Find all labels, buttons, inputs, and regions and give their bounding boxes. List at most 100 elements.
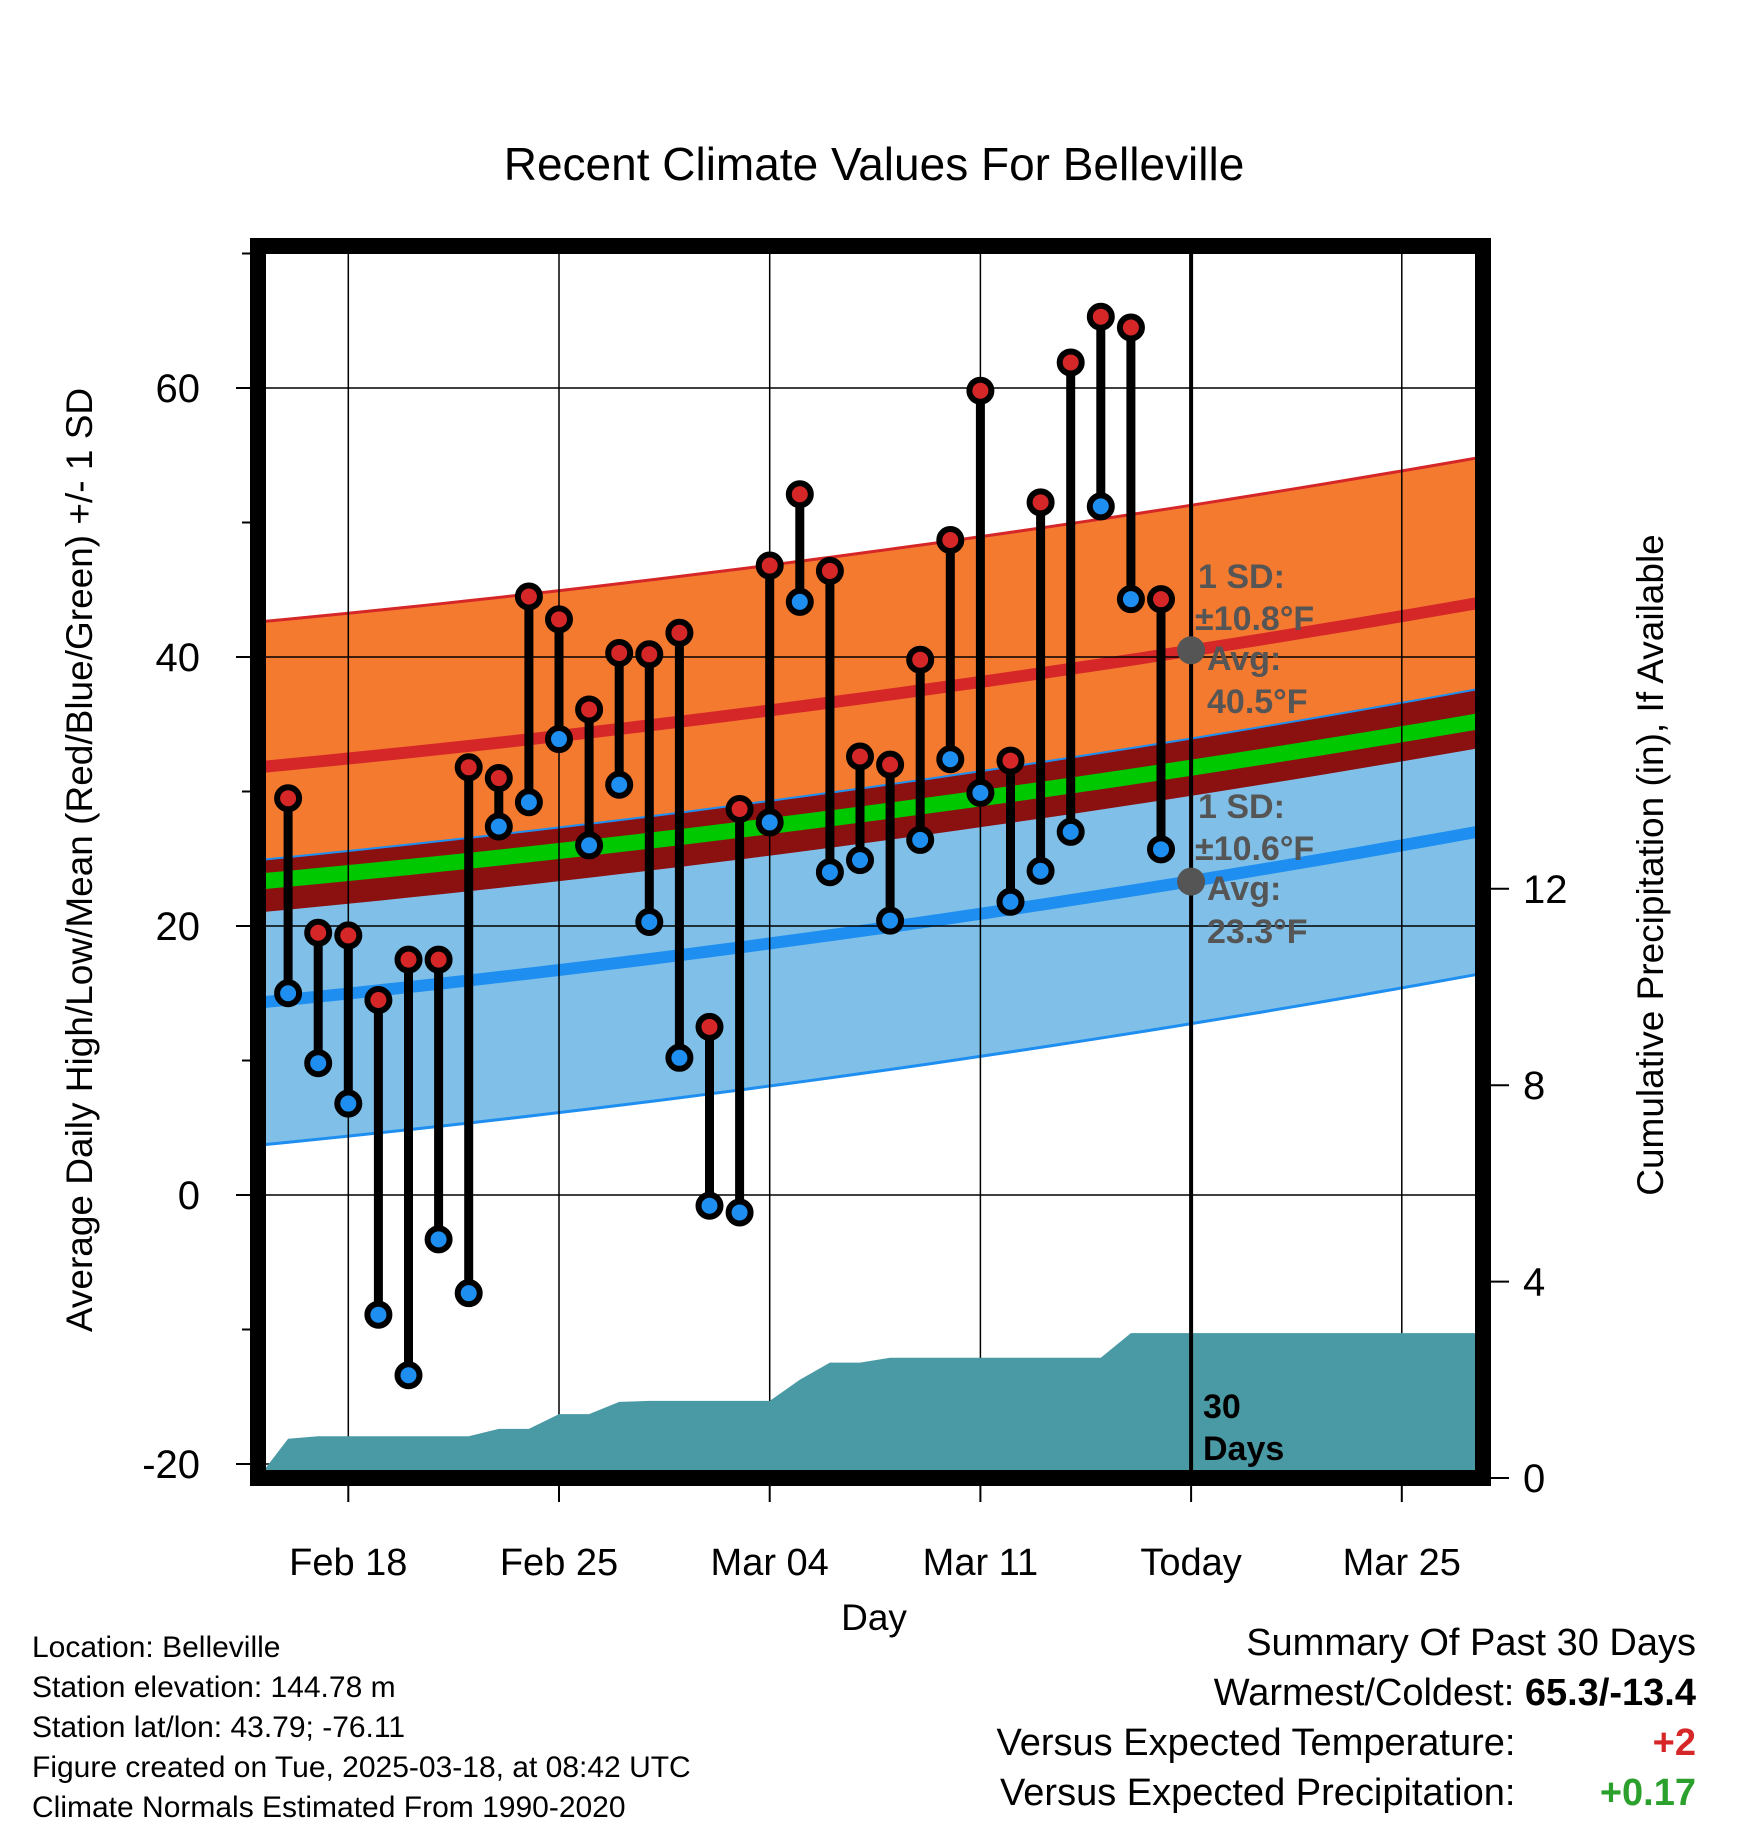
x-tick-label: Feb 18: [289, 1542, 407, 1584]
summary-title: Summary Of Past 30 Days: [1246, 1622, 1696, 1664]
day-low-dot: [966, 778, 995, 807]
day-low-dot: [334, 1089, 363, 1118]
info-latlon: Station lat/lon: 43.79; -76.11: [32, 1711, 406, 1744]
summary-temp-row: Versus Expected Temperature: +2: [997, 1718, 1696, 1768]
summary-warm-value: 65.3/-13.4: [1524, 1672, 1696, 1714]
summary-warm-label: Warmest/Coldest:: [1213, 1672, 1515, 1714]
day-high-dot: [274, 784, 303, 813]
day-high-dot: [635, 640, 664, 669]
day-low-dot: [755, 808, 784, 837]
day-low-dot: [1086, 492, 1115, 521]
day-high-dot: [364, 985, 393, 1014]
day-low-dot: [665, 1043, 694, 1072]
day-low-dot: [846, 846, 874, 875]
annotations: 1 SD: ±10.8°F Avg: 40.5°F 1 SD: ±10.6°F …: [1195, 558, 1314, 1468]
day-high-dot: [454, 753, 483, 782]
day-high-dot: [725, 794, 754, 823]
day-low-dot: [575, 831, 604, 860]
today-low-avg-dot: [1177, 867, 1206, 896]
day-low-dot: [906, 825, 935, 854]
day-low-dot: [1026, 856, 1055, 885]
y-tick-label: 40: [156, 636, 201, 680]
day-low-dot: [785, 587, 814, 616]
day-high-dot: [1086, 302, 1115, 331]
summary-precip-row: Versus Expected Precipitation: +0.17: [997, 1768, 1696, 1818]
day-high-dot: [815, 556, 844, 585]
day-high-dot: [846, 742, 874, 771]
day-low-dot: [1147, 835, 1175, 864]
day-high-dot: [484, 764, 513, 793]
day-high-dot: [876, 750, 905, 779]
high-sd-value: ±10.8°F: [1195, 600, 1314, 638]
high-sd-band: [258, 457, 1478, 913]
day-low-dot: [484, 812, 513, 841]
y2-tick-label: 4: [1523, 1261, 1545, 1305]
summary-temp-label: Versus Expected Temperature:: [996, 1722, 1516, 1764]
y-tick-label: 0: [178, 1174, 200, 1218]
day-high-dot: [695, 1012, 724, 1041]
station-info: Location: Belleville Station elevation: …: [32, 1628, 691, 1828]
summary-panel: Summary Of Past 30 Days Warmest/Coldest:…: [997, 1618, 1696, 1818]
day-low-dot: [304, 1049, 333, 1078]
x-tick-label: Mar 11: [923, 1542, 1038, 1584]
day-high-dot: [966, 376, 995, 405]
x-axis-label: Day: [841, 1597, 907, 1638]
day-low-dot: [1116, 585, 1145, 614]
y-axis-ticks: 60 40 20 0 -20: [142, 252, 250, 1487]
x-tick-label: Mar 04: [711, 1542, 829, 1584]
day-high-dot: [575, 695, 604, 724]
low-avg-label: Avg:: [1207, 870, 1281, 908]
day-high-dot: [605, 638, 634, 667]
day-low-dot: [936, 745, 965, 774]
day-high-dot: [514, 582, 543, 611]
day-low-dot: [454, 1279, 483, 1308]
days-count: 30: [1203, 1388, 1241, 1426]
chart-title: Recent Climate Values For Belleville: [504, 138, 1245, 190]
y2-tick-label: 12: [1523, 868, 1568, 912]
info-elevation: Station elevation: 144.78 m: [32, 1671, 396, 1704]
day-low-dot: [424, 1225, 453, 1254]
day-low-dot: [695, 1191, 724, 1220]
day-low-dot: [274, 979, 303, 1008]
x-tick-label: Today: [1140, 1542, 1241, 1584]
day-low-dot: [364, 1300, 393, 1329]
x-tick-label: Feb 25: [500, 1542, 618, 1584]
high-avg-label: Avg:: [1207, 640, 1281, 678]
today-high-avg-dot: [1177, 636, 1206, 665]
low-sd-lower-line: [257, 972, 1478, 1147]
low-sd-label: 1 SD:: [1198, 788, 1285, 826]
day-high-dot: [936, 525, 965, 554]
plot-frame: [250, 238, 1491, 1486]
low-avg-value: 23.3°F: [1207, 913, 1308, 951]
y2-axis-ticks: 12 8 4 0: [1491, 868, 1568, 1501]
x-axis-ticks: Feb 18 Feb 25 Mar 04 Mar 11 Today Mar 25: [289, 1486, 1461, 1584]
day-low-dot: [725, 1198, 754, 1227]
y2-axis-label: Cumulative Precipitation (in), If Availa…: [1630, 534, 1671, 1196]
y-axis-label: Average Daily High/Low/Mean (Red/Blue/Gr…: [59, 388, 100, 1332]
day-high-dot: [304, 918, 333, 947]
day-high-dot: [665, 618, 694, 647]
y-tick-label: 20: [156, 905, 201, 949]
day-high-dot: [755, 551, 784, 580]
day-low-dot: [996, 887, 1025, 916]
day-high-dot: [996, 746, 1025, 775]
day-low-dot: [514, 788, 543, 817]
summary-warm-row: Warmest/Coldest: 65.3/-13.4: [997, 1668, 1696, 1718]
normal-high-line: [257, 597, 1479, 774]
day-low-dot: [545, 725, 573, 754]
y-tick-label: 60: [156, 367, 201, 411]
high-avg-value: 40.5°F: [1207, 683, 1308, 721]
day-high-dot: [1147, 585, 1175, 614]
y-tick-label: -20: [142, 1443, 200, 1487]
day-high-dot: [394, 945, 423, 974]
x-tick-label: Mar 25: [1343, 1542, 1461, 1584]
day-high-dot: [785, 480, 814, 509]
day-high-dot: [424, 945, 453, 974]
high-sd-label: 1 SD:: [1198, 558, 1285, 596]
normal-mean-line: [257, 713, 1479, 890]
day-low-dot: [394, 1361, 423, 1390]
y2-tick-label: 0: [1523, 1457, 1545, 1501]
info-created: Figure created on Tue, 2025-03-18, at 08…: [32, 1751, 691, 1784]
day-high-dot: [1026, 488, 1055, 517]
